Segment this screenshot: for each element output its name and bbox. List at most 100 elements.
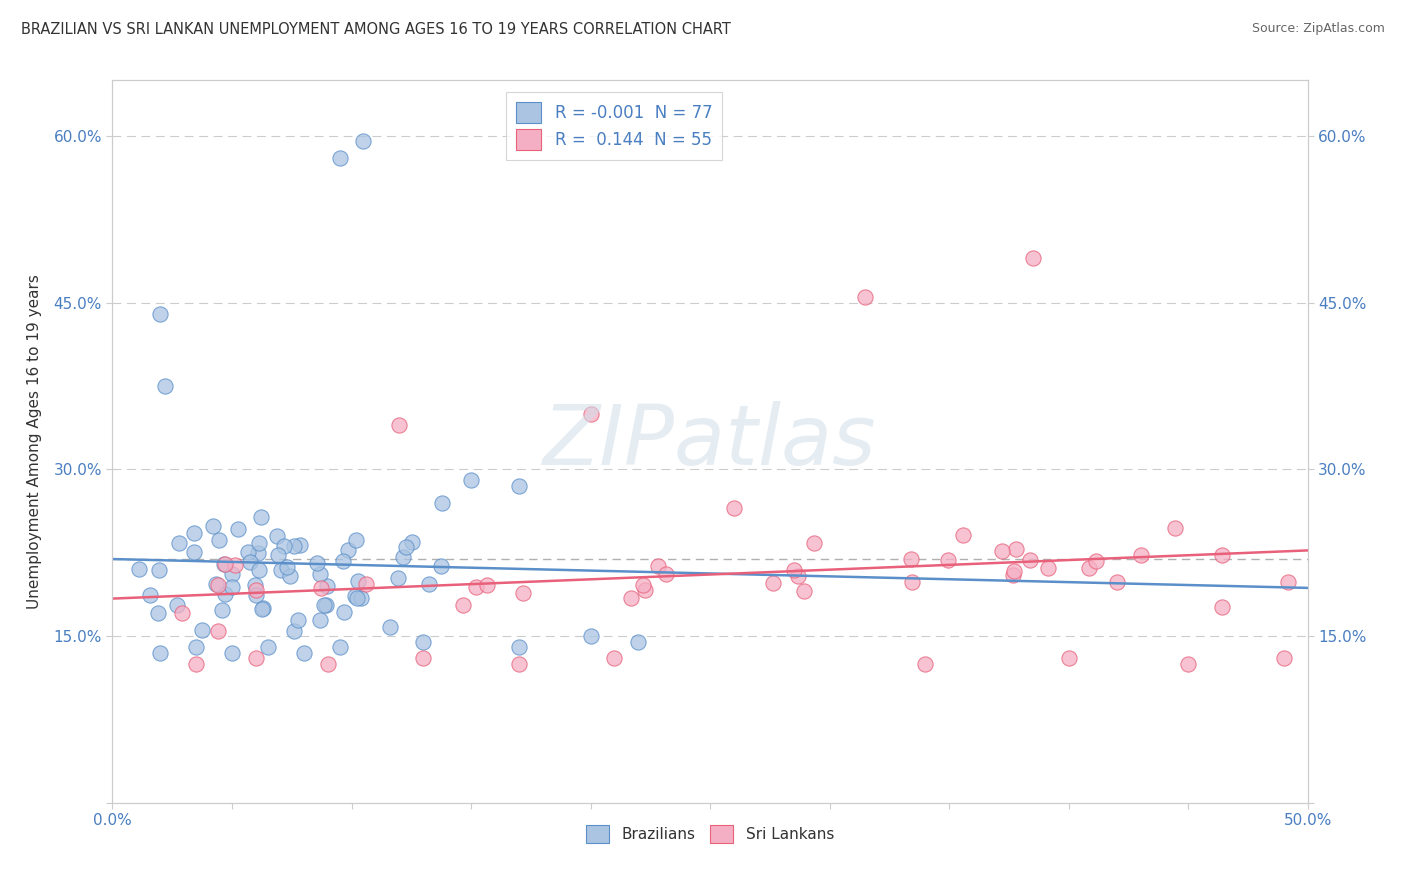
Point xyxy=(236,545,259,559)
Text: ZIPatlas: ZIPatlas xyxy=(543,401,877,482)
Point xyxy=(316,579,339,593)
Point xyxy=(432,496,454,510)
Point xyxy=(309,566,332,581)
Point xyxy=(914,657,936,671)
Point xyxy=(508,657,530,671)
Point xyxy=(214,557,236,571)
Point xyxy=(380,620,402,634)
Point xyxy=(464,580,486,594)
Point xyxy=(782,563,804,577)
Point xyxy=(620,591,643,606)
Point xyxy=(332,554,354,568)
Point xyxy=(475,578,498,592)
Point xyxy=(169,535,191,549)
Point xyxy=(356,577,378,591)
Point xyxy=(430,559,453,574)
Point xyxy=(1211,549,1233,563)
Point xyxy=(395,540,418,554)
Point xyxy=(148,563,170,577)
Point xyxy=(1130,549,1153,563)
Point xyxy=(252,601,274,615)
Point xyxy=(786,568,808,582)
Point xyxy=(166,599,188,613)
Point xyxy=(647,558,669,573)
Point xyxy=(603,651,626,665)
Point xyxy=(329,151,352,165)
Point xyxy=(579,407,602,421)
Point xyxy=(508,640,530,655)
Point xyxy=(1177,657,1199,671)
Y-axis label: Unemployment Among Ages 16 to 19 years: Unemployment Among Ages 16 to 19 years xyxy=(28,274,42,609)
Point xyxy=(307,556,329,570)
Point xyxy=(346,591,368,606)
Point xyxy=(186,657,208,671)
Point xyxy=(146,606,169,620)
Point xyxy=(245,578,267,592)
Point xyxy=(278,568,301,582)
Point xyxy=(190,623,212,637)
Point xyxy=(333,605,356,619)
Point xyxy=(212,558,235,572)
Point xyxy=(634,582,657,597)
Point xyxy=(412,651,434,665)
Point xyxy=(290,538,312,552)
Point xyxy=(153,379,176,393)
Text: BRAZILIAN VS SRI LANKAN UNEMPLOYMENT AMONG AGES 16 TO 19 YEARS CORRELATION CHART: BRAZILIAN VS SRI LANKAN UNEMPLOYMENT AMO… xyxy=(21,22,731,37)
Point xyxy=(803,536,825,550)
Point xyxy=(283,624,305,638)
Point xyxy=(128,562,150,576)
Point xyxy=(761,576,783,591)
Point xyxy=(1022,251,1045,265)
Point xyxy=(329,640,352,655)
Point xyxy=(723,501,745,516)
Point xyxy=(453,598,475,612)
Point xyxy=(855,290,877,304)
Point xyxy=(350,591,373,605)
Point xyxy=(1001,567,1024,582)
Point xyxy=(226,522,249,536)
Point xyxy=(266,528,288,542)
Point xyxy=(205,576,228,591)
Point xyxy=(991,543,1014,558)
Point xyxy=(1107,574,1129,589)
Point xyxy=(900,552,922,566)
Point xyxy=(1085,554,1108,568)
Point xyxy=(1018,553,1040,567)
Point xyxy=(579,629,602,643)
Point xyxy=(347,574,370,589)
Point xyxy=(207,578,229,592)
Point xyxy=(793,584,815,599)
Point xyxy=(936,553,959,567)
Point xyxy=(312,598,335,612)
Point xyxy=(627,634,650,648)
Point xyxy=(183,526,205,541)
Point xyxy=(221,646,243,660)
Point xyxy=(245,583,267,598)
Point xyxy=(202,519,225,533)
Legend: Brazilians, Sri Lankans: Brazilians, Sri Lankans xyxy=(579,819,841,849)
Point xyxy=(287,613,309,627)
Point xyxy=(257,640,280,655)
Point xyxy=(460,474,482,488)
Point xyxy=(283,539,305,553)
Point xyxy=(221,566,243,581)
Point xyxy=(1038,561,1060,575)
Point xyxy=(273,539,295,553)
Point xyxy=(1164,521,1187,535)
Point xyxy=(270,563,292,577)
Point xyxy=(183,545,205,559)
Point xyxy=(1002,564,1025,578)
Point xyxy=(186,640,208,655)
Point xyxy=(900,575,922,590)
Point xyxy=(316,657,339,671)
Point xyxy=(211,603,233,617)
Point xyxy=(207,624,229,638)
Point xyxy=(249,510,271,524)
Point xyxy=(392,550,415,565)
Point xyxy=(250,601,273,615)
Point xyxy=(344,590,367,604)
Point xyxy=(214,587,236,601)
Point xyxy=(245,588,267,602)
Point xyxy=(170,606,193,620)
Point xyxy=(336,543,359,558)
